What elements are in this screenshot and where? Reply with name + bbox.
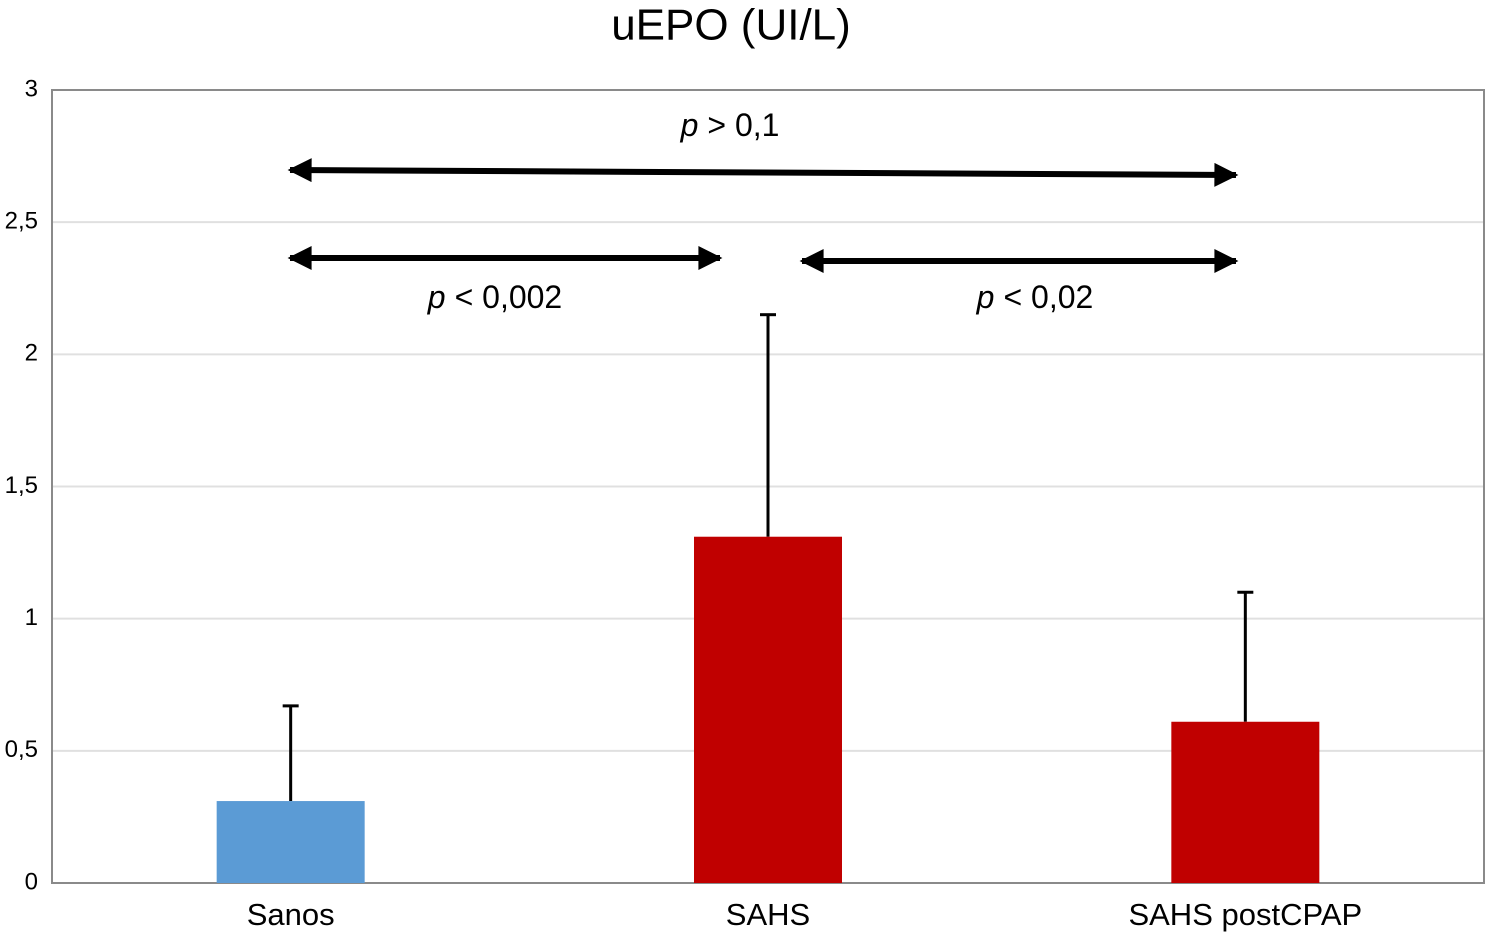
bar — [1171, 721, 1320, 883]
y-tick-label: 1,5 — [5, 472, 38, 499]
x-tick-label: Sanos — [247, 897, 335, 932]
y-tick-label: 2 — [25, 340, 38, 367]
x-tick-label: SAHS postCPAP — [1128, 897, 1362, 932]
chart-title: uEPO (UI/L) — [611, 1, 851, 50]
annotation-variable: p — [976, 279, 995, 315]
annotation-relation: > 0,1 — [707, 107, 779, 143]
annotation-variable: p — [427, 279, 446, 315]
x-tick-label: SAHS — [726, 897, 810, 932]
y-tick-label: 1 — [25, 604, 38, 631]
y-tick-label: 0,5 — [5, 736, 38, 763]
annotation: p < 0,002 — [427, 279, 562, 315]
bar — [694, 536, 842, 883]
annotation: p > 0,1 — [680, 107, 780, 143]
annotation: p < 0,02 — [976, 279, 1094, 315]
annotation-variable: p — [680, 107, 699, 143]
annotation-relation: < 0,002 — [455, 279, 563, 315]
significance-arrow — [287, 158, 1239, 187]
bar — [216, 801, 365, 883]
y-tick-label: 3 — [25, 75, 38, 102]
y-tick-label: 0 — [25, 868, 38, 895]
annotation-relation: < 0,02 — [1003, 279, 1093, 315]
y-tick-label: 2,5 — [5, 208, 38, 235]
